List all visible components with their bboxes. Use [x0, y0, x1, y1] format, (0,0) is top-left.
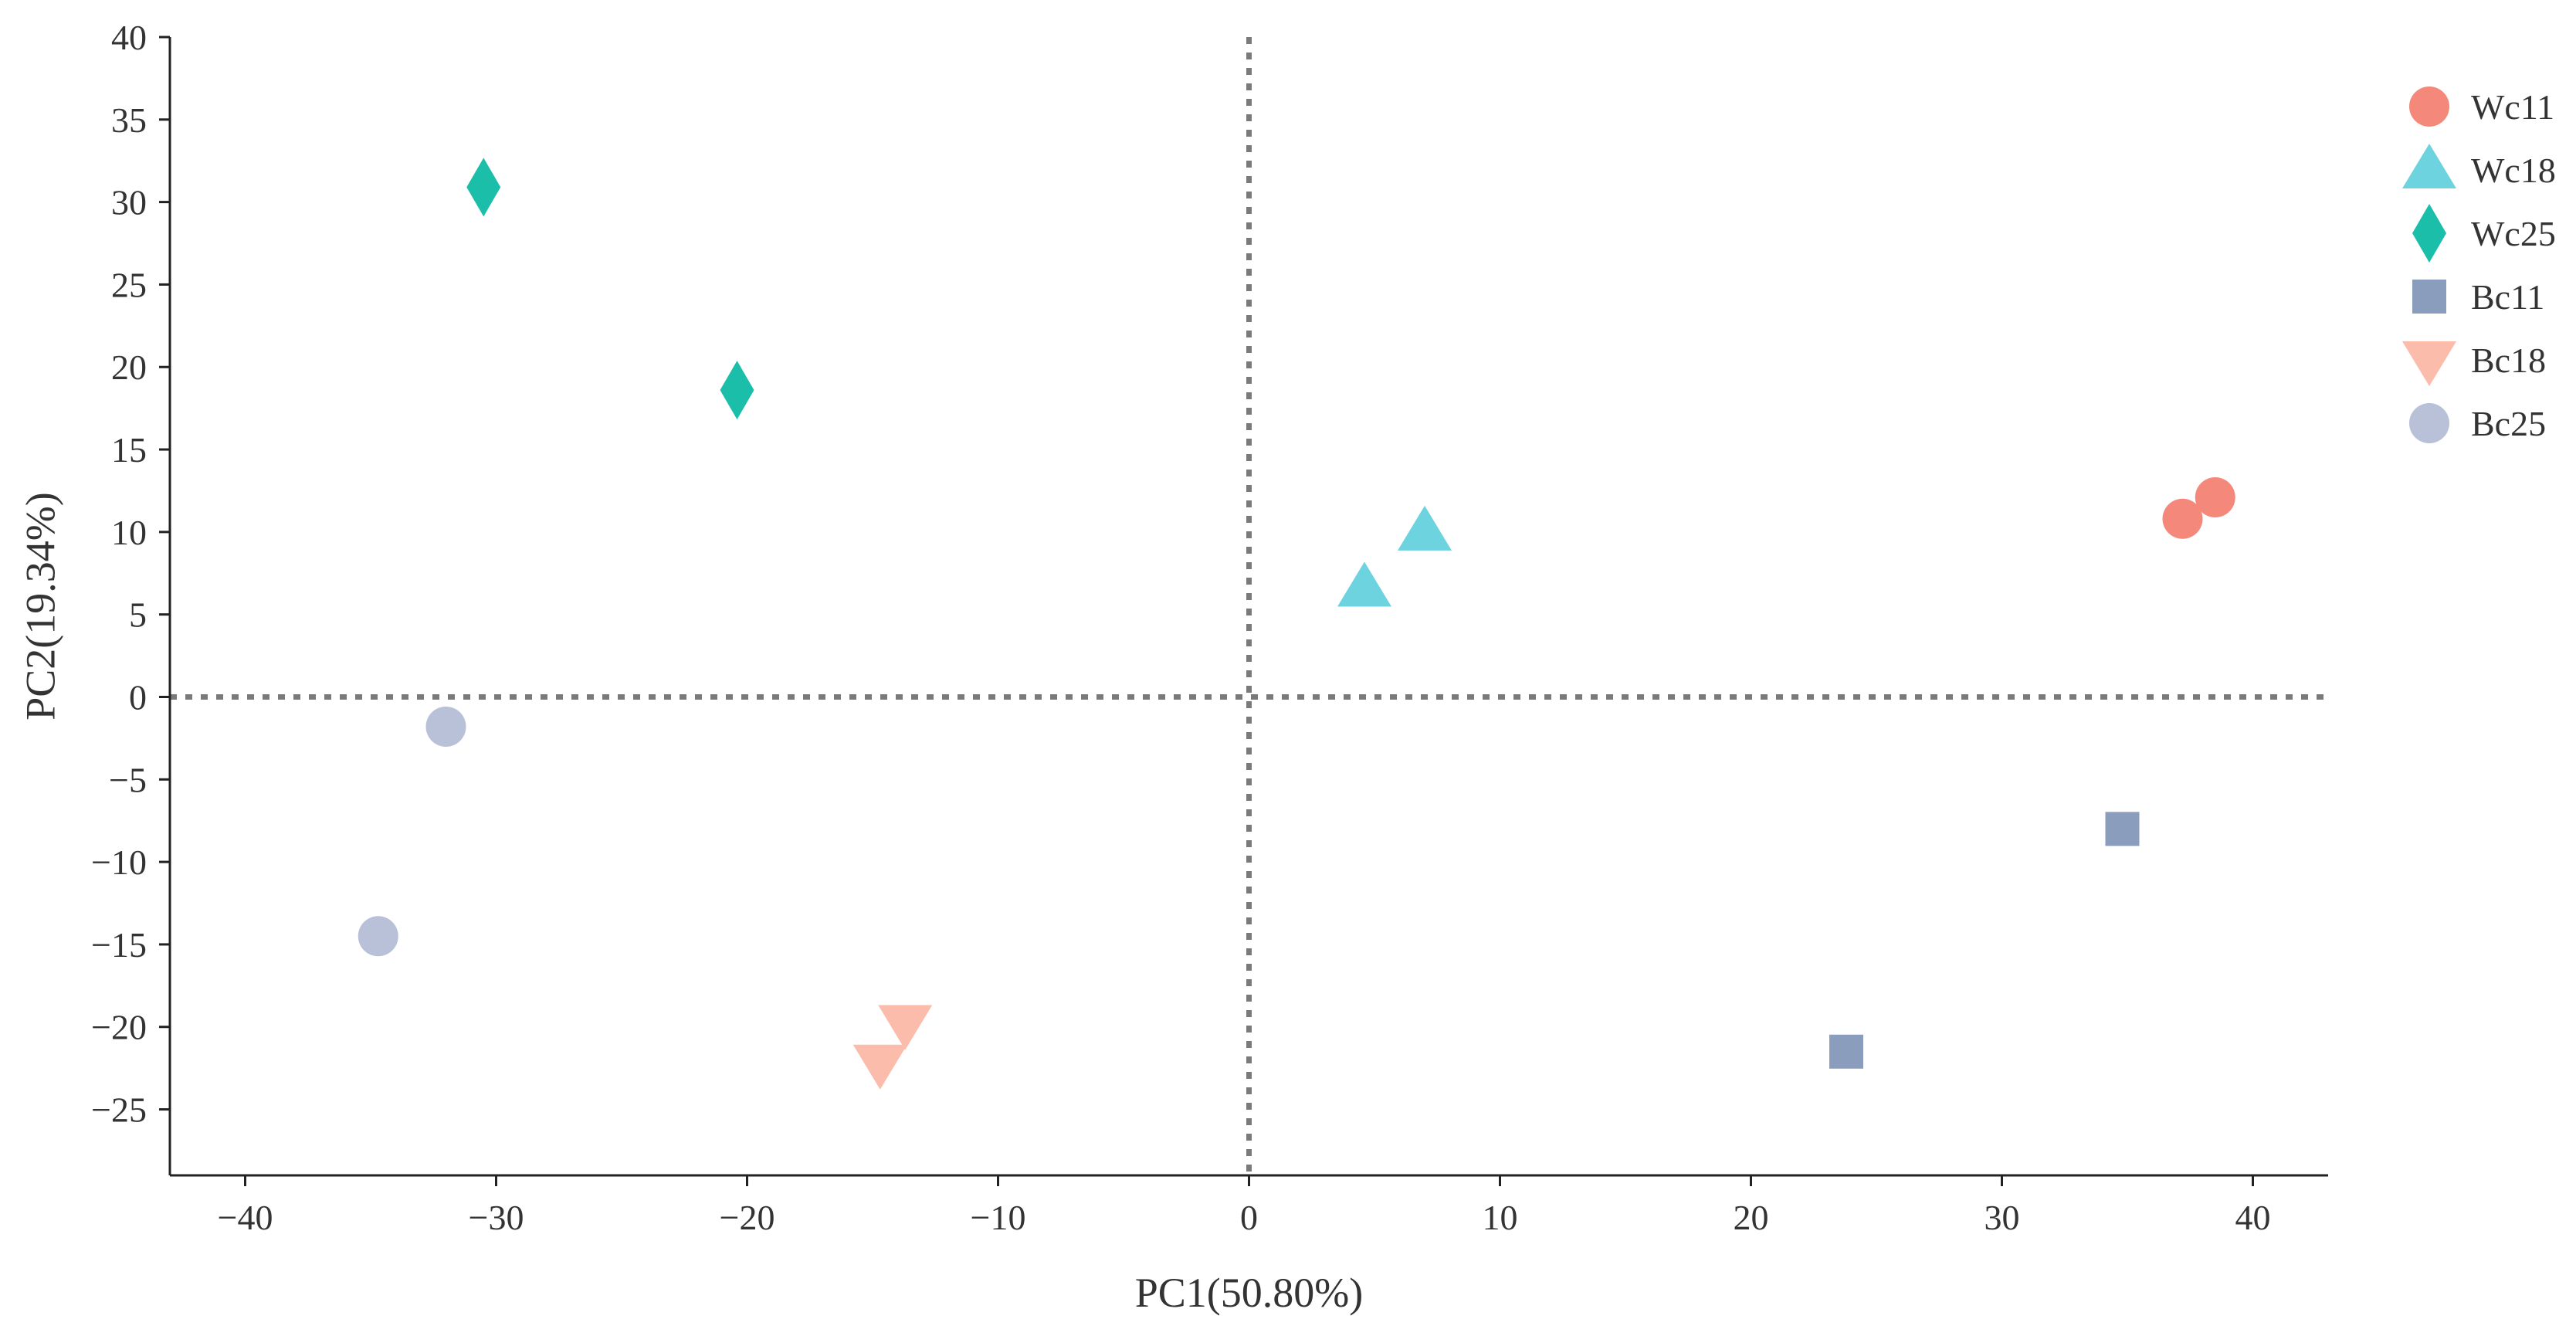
legend-marker-wc25: [2412, 204, 2446, 263]
y-tick-label: 15: [111, 430, 147, 470]
y-tick-label: 10: [111, 513, 147, 552]
point-bc11: [1829, 1034, 1863, 1069]
y-axis-title: PC2(19.34%): [17, 492, 63, 721]
x-tick-label: −10: [971, 1198, 1026, 1237]
point-wc18: [1398, 505, 1452, 551]
x-tick-label: 10: [1483, 1198, 1518, 1237]
legend-label-wc18: Wc18: [2471, 151, 2556, 190]
axes: −40 −30 −20 −10 0 10 20 30 40 40 35 30 25 20 15 10 5 0 −5 −…: [91, 18, 2328, 1237]
x-tick-label: −30: [469, 1198, 524, 1237]
x-axis-title: PC1(50.80%): [1135, 1270, 1364, 1316]
y-tick-label: −25: [91, 1090, 147, 1130]
legend-item-wc11: Wc11: [2409, 86, 2554, 127]
legend-marker-bc18: [2402, 341, 2456, 386]
point-bc11: [2105, 812, 2140, 846]
legend-marker-bc11: [2412, 280, 2446, 314]
y-tick-label: 30: [111, 183, 147, 222]
y-tick-label: 35: [111, 100, 147, 140]
point-bc25: [425, 706, 466, 747]
x-tick-label: 20: [1734, 1198, 1769, 1237]
legend-item-bc18: Bc18: [2402, 341, 2546, 386]
point-bc18: [878, 1005, 933, 1050]
y-tick-label: −20: [91, 1008, 147, 1047]
x-tick-label: 0: [1240, 1198, 1258, 1237]
y-tick-label: 5: [129, 595, 147, 635]
legend: Wc11 Wc18 Wc25 Bc11 Bc18 Bc25: [2402, 86, 2556, 443]
reference-lines: [170, 37, 2328, 1175]
point-wc25: [720, 361, 754, 420]
y-tick-label: 20: [111, 348, 147, 387]
legend-label-wc25: Wc25: [2471, 214, 2556, 253]
data-points: [358, 158, 2235, 1090]
legend-item-wc18: Wc18: [2402, 144, 2556, 190]
x-tick-label: −40: [218, 1198, 273, 1237]
legend-label-bc25: Bc25: [2471, 404, 2546, 443]
y-tick-label: −5: [109, 760, 147, 799]
y-tick-label: −15: [91, 925, 147, 965]
y-tick-label: 40: [111, 18, 147, 57]
legend-marker-wc18: [2402, 144, 2456, 188]
legend-item-wc25: Wc25: [2412, 204, 2556, 263]
point-wc25: [466, 158, 501, 217]
point-wc11: [2195, 477, 2235, 518]
legend-marker-wc11: [2409, 86, 2449, 127]
y-tick-label: −10: [91, 843, 147, 882]
legend-label-bc11: Bc11: [2471, 277, 2544, 317]
legend-item-bc25: Bc25: [2409, 403, 2546, 443]
point-bc18: [852, 1044, 907, 1090]
legend-marker-bc25: [2409, 403, 2449, 443]
y-tick-label: 25: [111, 265, 147, 304]
x-tick-label: 40: [2235, 1198, 2271, 1237]
point-wc11: [2162, 498, 2203, 539]
x-tick-label: 30: [1985, 1198, 2020, 1237]
point-bc25: [358, 916, 398, 957]
legend-label-wc11: Wc11: [2471, 87, 2554, 127]
x-tick-label: −20: [720, 1198, 775, 1237]
point-wc18: [1337, 561, 1391, 607]
legend-label-bc18: Bc18: [2471, 341, 2546, 380]
y-tick-label: 0: [129, 677, 147, 717]
legend-item-bc11: Bc11: [2412, 277, 2544, 317]
